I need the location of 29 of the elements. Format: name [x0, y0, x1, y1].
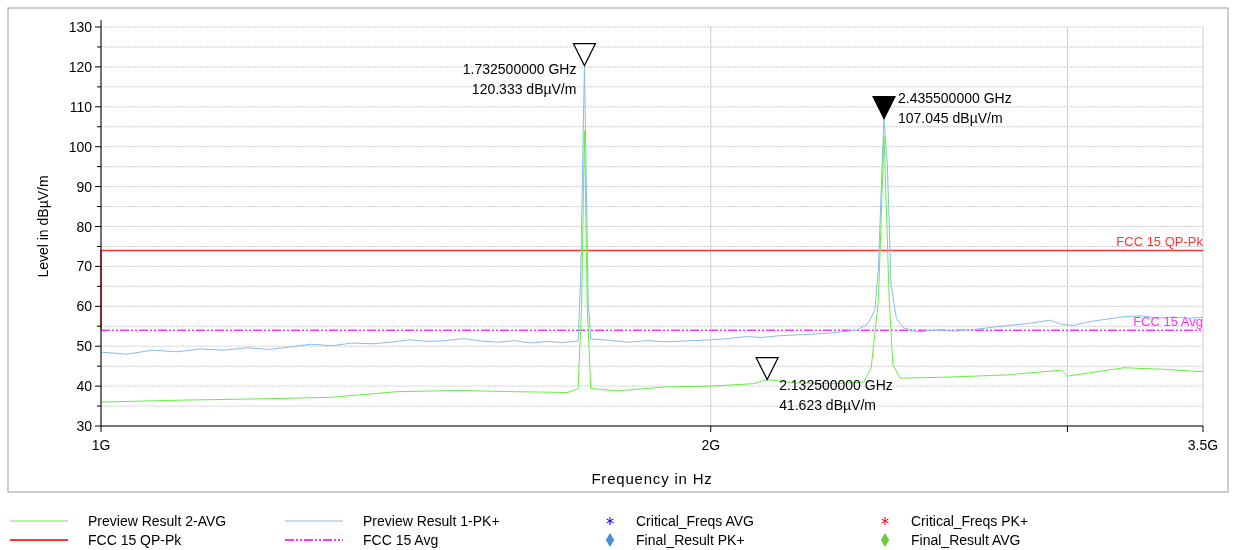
legend-label: FCC 15 QP-Pk [88, 532, 183, 548]
x-tick-label: 3.5G [1187, 437, 1219, 453]
annotation: 1.732500000 GHz 120.333 dBµV/m [462, 60, 577, 97]
annotation: 2.435500000 GHz 107.045 dBµV/m [898, 89, 1012, 126]
legend-label: Preview Result 2-AVG [88, 513, 227, 529]
y-tick-label: 40 [76, 378, 93, 395]
x-tick-label: 2G [701, 437, 721, 453]
y-tick-label: 110 [69, 98, 93, 115]
legend-label: Critical_Freqs PK+ [911, 513, 1029, 529]
legend-label: Final_Result AVG [911, 532, 1021, 548]
y-tick-label: 120 [68, 58, 93, 75]
y-tick-label: 50 [76, 338, 93, 355]
y-tick-label: 60 [76, 298, 93, 315]
y-tick-label: 70 [76, 258, 93, 275]
text: FCC 15 QP-Pk [1116, 234, 1203, 250]
legend-label: Preview Result 1-PK+ [363, 513, 500, 529]
legend-label: Critical_Freqs AVG [636, 513, 754, 529]
annotation: 2.132500000 GHz 41.623 dBµV/m [779, 376, 893, 413]
text: FCC 15 Avg [1133, 314, 1203, 330]
y-tick-label: 90 [76, 178, 93, 195]
y-tick-label: 100 [68, 138, 93, 155]
legend-label: FCC 15 Avg [363, 532, 439, 548]
y-tick-label: 80 [76, 218, 93, 235]
y-axis-title: Level in dBµV/m [35, 175, 51, 278]
y-tick-label: 30 [76, 418, 93, 434]
x-tick-label: 1G [91, 437, 111, 453]
legend-label: Final_Result PK+ [636, 532, 745, 548]
y-tick-label: 130 [68, 19, 93, 35]
x-axis-title: Frequency in Hz [591, 470, 713, 487]
